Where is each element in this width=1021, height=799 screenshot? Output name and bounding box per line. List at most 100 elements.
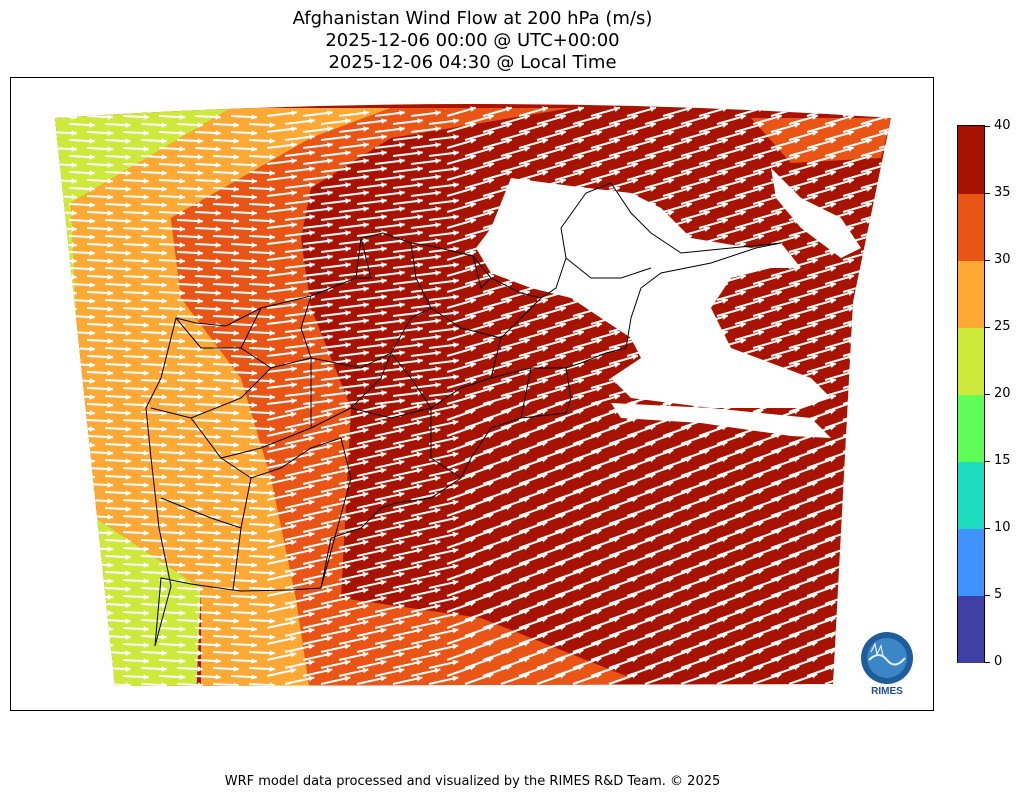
wind-arrow [55,595,78,599]
wind-arrow-head [381,214,387,220]
wind-arrow-head [631,242,638,248]
wind-arrow-head [793,537,800,543]
wind-arrow [86,659,114,663]
wind-arrow [68,603,96,607]
wind-arrow-head [721,649,728,655]
wind-arrow-head [469,537,476,543]
wind-speed-field [55,104,907,686]
wind-arrow-head [757,394,764,400]
wind-arrow-head [326,619,333,626]
map-panel[interactable] [10,77,934,711]
wind-arrow-head [161,650,167,656]
wind-arrow-head [435,398,441,404]
wind-arrow-head [829,234,836,240]
wind-arrow-head [811,290,818,296]
wind-arrow-head [883,226,890,232]
wind-arrow-head [362,571,369,578]
wind-arrow-head [89,218,95,224]
wind-arrow-head [757,521,764,527]
wind-arrow-head [487,322,494,328]
wind-arrow-head [291,142,297,148]
wind-arrow-head [233,202,239,208]
wind-arrow-head [344,675,351,682]
wind-arrow-head [327,318,333,324]
wind-arrow-head [269,474,275,480]
wind-arrow-head [291,318,297,324]
wind-arrow-head [865,521,872,527]
wind-arrow-head [107,338,113,344]
wind-arrow [878,457,891,469]
wind-arrow-head [251,450,257,456]
wind-arrow-head [435,110,441,116]
wind-arrow-head [559,401,566,407]
wind-arrow-head [613,409,620,415]
wind-arrow-head [161,170,167,176]
wind-arrow-head [71,626,77,632]
wind-arrow-head [883,609,890,615]
wind-arrow-head [847,529,854,535]
wind-arrow-head [685,154,692,160]
wind-arrow-head [89,394,95,400]
wind-arrow-head [865,186,872,192]
wind-arrow-head [125,138,131,144]
wind-arrow-head [215,418,221,424]
wind-arrow-head [595,433,602,439]
wind-arrow-head [380,659,387,666]
wind-arrow [878,425,891,437]
wind-arrow-head [757,665,764,671]
wind-arrow-head [161,234,167,240]
wind-arrow-head [469,138,476,144]
wind-arrow-head [269,490,275,496]
wind-arrow-head [793,394,800,400]
wind-arrow-head [251,146,257,152]
wind-arrow [68,491,96,495]
wind-arrow-head [883,146,890,152]
wind-arrow-head [541,489,548,495]
wind-arrow-head [595,306,602,312]
wind-arrow-head [523,354,530,360]
wind-arrow-head [793,202,800,208]
wind-arrow-head [469,649,476,655]
wind-arrow-head [416,483,423,490]
wind-arrow [878,441,891,453]
wind-arrow-head [435,382,441,388]
wind-arrow-head [363,270,369,276]
wind-arrow-head [595,593,602,599]
wind-arrow-head [703,114,710,120]
wind-arrow-head [721,234,728,240]
wind-arrow-head [161,378,167,384]
wind-arrow-head [345,342,351,348]
wind-arrow-head [452,627,459,634]
wind-arrow [86,675,114,679]
wind-arrow-head [380,499,387,506]
wind-arrow-head [308,451,315,458]
wind-arrow-head [179,642,185,648]
wind-arrow-head [739,497,746,503]
wind-arrow-head [251,418,257,424]
wind-arrow-head [901,553,907,558]
wind-arrow-head [125,122,131,128]
wind-arrow-head [269,266,275,272]
wind-arrow-head [775,258,782,264]
wind-arrow-head [107,274,113,280]
wind-arrow-head [71,402,77,408]
wind-arrow-head [344,643,351,650]
wind-arrow-head [775,386,782,392]
wind-arrow-head [523,338,530,344]
wind-arrow-head [487,593,494,599]
wind-arrow-head [523,370,530,376]
wind-arrow-head [739,417,746,423]
wind-arrow-head [577,170,584,176]
wind-arrow-head [883,306,890,312]
wind-arrow-head [523,449,530,455]
wind-arrow-head [179,178,185,184]
wind-arrow-head [667,290,674,296]
wind-arrow-head [757,489,764,495]
wind-arrow-head [559,146,566,152]
wind-arrow-head [667,529,674,535]
wind-arrow-head [523,625,530,631]
wind-arrow-head [251,290,257,296]
wind-arrow [55,435,78,439]
wind-arrow-head [435,366,441,372]
wind-arrow-head [453,358,459,364]
